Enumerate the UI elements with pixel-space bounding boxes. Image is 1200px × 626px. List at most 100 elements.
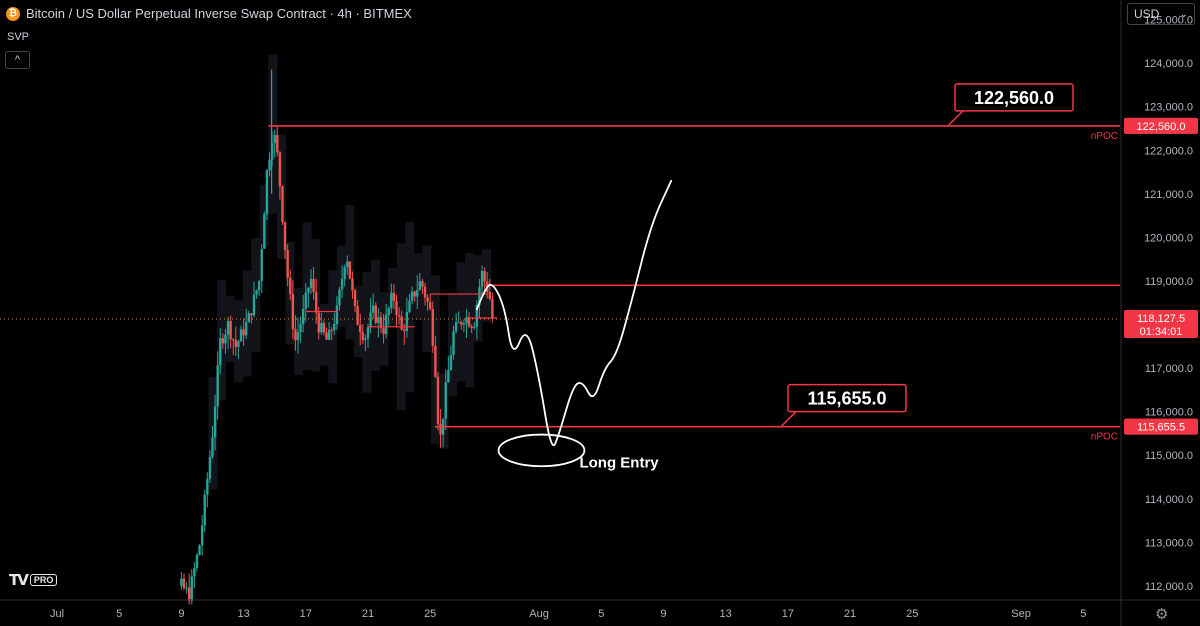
candle-body [211, 437, 214, 457]
candle-body [239, 329, 243, 342]
currency-select[interactable]: USD ⌄ [1127, 3, 1195, 25]
candle-body [408, 300, 411, 312]
candle-body [434, 345, 437, 377]
bitcoin-icon: ₿ [6, 6, 20, 21]
candle-body [473, 326, 476, 329]
tradingview-logo[interactable]: TV PRO [9, 571, 58, 589]
candle-body [405, 311, 409, 331]
candle-body [377, 317, 380, 323]
x-tick-label: Aug [529, 608, 549, 620]
indicator-label[interactable]: SVP [7, 31, 30, 43]
candle-body [213, 406, 217, 438]
x-tick-label: 21 [844, 608, 856, 620]
y-tick-label: 117,000.0 [1145, 363, 1193, 375]
logo-pro-badge: PRO [29, 574, 58, 586]
y-tick-label: 115,000.0 [1145, 450, 1193, 462]
price-callout-text: 122,560.0 [974, 88, 1054, 108]
candle-body [234, 339, 238, 347]
level-price-tag [1124, 418, 1198, 435]
y-tick-label: 112,000.0 [1145, 581, 1193, 593]
candle-body [330, 329, 333, 331]
candle-body [206, 478, 209, 495]
range-shade [473, 255, 483, 342]
candle-body [395, 300, 398, 316]
level-price-tag-text: 115,655.5 [1137, 422, 1185, 434]
y-tick-label: 119,000.0 [1145, 276, 1193, 288]
candle-body [232, 339, 235, 341]
y-tick-label: 123,000.0 [1144, 102, 1193, 114]
candle-body [454, 322, 458, 332]
candle-body [384, 314, 388, 335]
x-tick-label: 17 [782, 608, 794, 620]
candle-body [480, 271, 484, 287]
candle-body [265, 170, 269, 214]
candle-body [325, 332, 328, 340]
candle-body [322, 322, 326, 333]
candle-body [268, 159, 271, 171]
gear-icon[interactable]: ⚙ [1155, 606, 1169, 623]
candle-body [475, 304, 479, 327]
candle-body [353, 290, 357, 307]
candle-body [281, 186, 284, 222]
x-tick-label: 5 [1080, 608, 1086, 620]
candle-body [198, 545, 201, 555]
candle-body [193, 568, 196, 577]
price-callout-pointer [780, 411, 797, 428]
candle-body [418, 281, 422, 291]
candle-body [488, 291, 492, 299]
candle-body [359, 324, 362, 333]
candle-body [338, 289, 341, 306]
candle-body [242, 329, 245, 336]
candle-body [457, 322, 460, 324]
candle-body [185, 587, 188, 589]
candle-body [379, 317, 383, 329]
price-callout-box [787, 383, 907, 413]
candle-body [416, 290, 419, 297]
x-tick-label: 13 [720, 608, 732, 620]
x-tick-label: 5 [116, 608, 122, 620]
npoc-label: nPOC [1091, 131, 1118, 142]
candle-body [439, 423, 442, 435]
collapse-indicators-button[interactable]: ^ [5, 51, 30, 69]
candle-body [289, 277, 292, 294]
currency-label: USD [1134, 7, 1160, 21]
candle-body [356, 306, 359, 325]
candle-body [296, 332, 300, 341]
candle-body [452, 331, 455, 356]
candle-body [335, 305, 339, 325]
candle-body [369, 312, 372, 328]
candle-body [333, 324, 336, 331]
x-tick-label: Sep [1011, 608, 1031, 620]
range-shade [439, 373, 449, 449]
candle-body [317, 312, 320, 333]
candle-body [312, 278, 315, 292]
candle-body [257, 281, 261, 291]
candle-body [436, 376, 440, 424]
last-price-countdown: 01:34:01 [1140, 326, 1183, 338]
level-price-tag [1124, 117, 1198, 134]
candle-body [387, 308, 390, 315]
y-tick-label: 116,000.0 [1145, 407, 1193, 419]
candle-body [447, 369, 450, 383]
candle-body [320, 322, 323, 333]
price-callout-text: 115,655.0 [807, 389, 886, 409]
price-callout-box [954, 83, 1074, 112]
candle-body [263, 213, 266, 249]
candle-body [483, 271, 486, 282]
chevron-up-icon: ^ [14, 54, 21, 66]
y-tick-label: 124,000.0 [1144, 58, 1193, 70]
candle-body [224, 334, 227, 344]
candle-body [221, 338, 225, 344]
candle-body [444, 382, 447, 419]
candle-body [382, 328, 385, 335]
candle-body [390, 292, 393, 309]
last-price-value: 118,127.5 [1137, 313, 1185, 325]
candle-body [410, 291, 414, 301]
candle-body [252, 294, 256, 316]
candle-body [260, 248, 263, 282]
x-tick-label: 9 [660, 608, 666, 620]
candle-body [229, 320, 232, 340]
